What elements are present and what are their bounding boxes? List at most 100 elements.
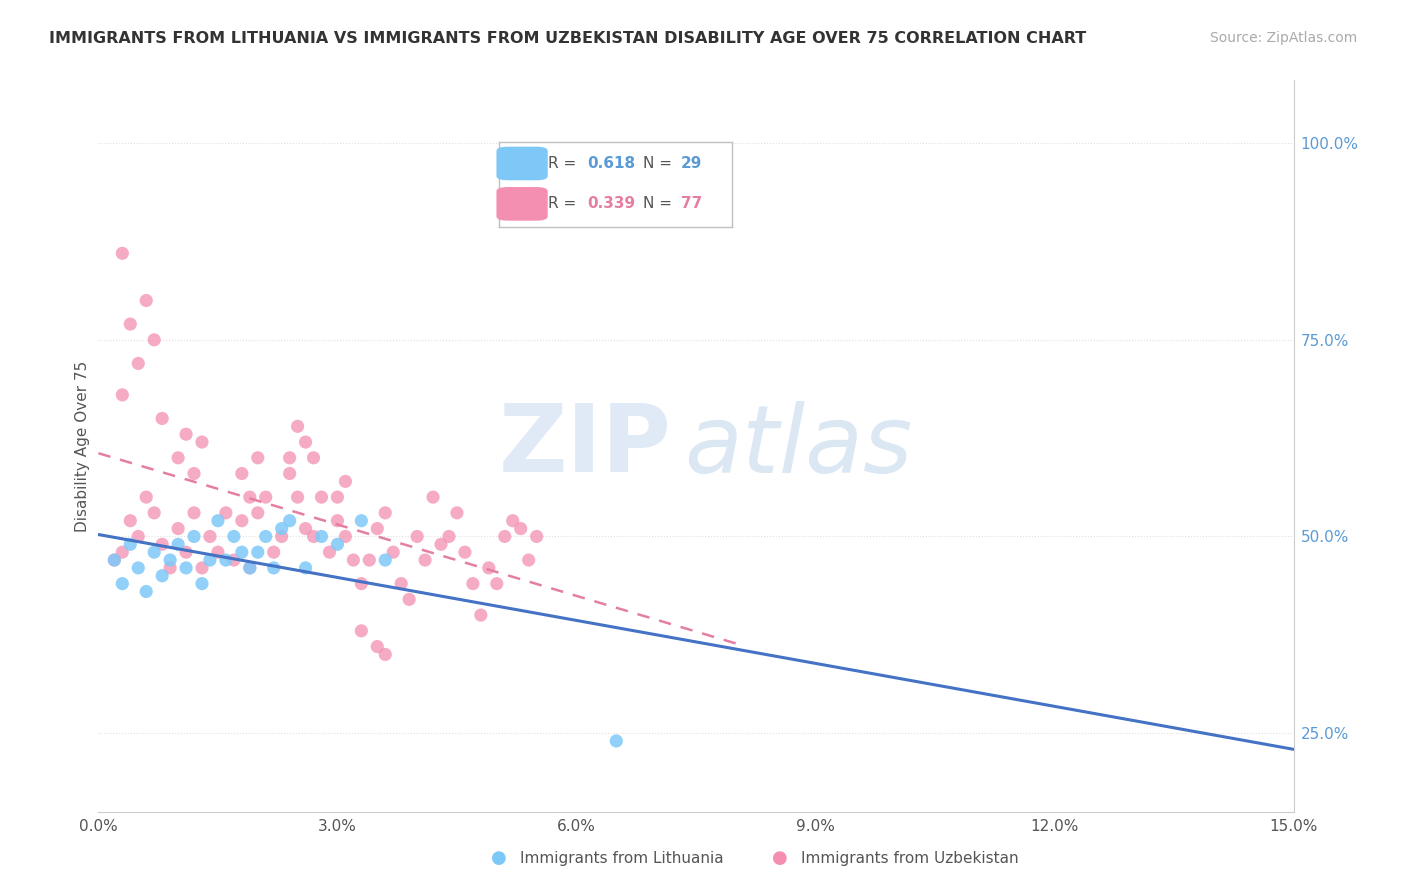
Point xyxy=(302,529,325,543)
Point xyxy=(191,561,214,575)
Text: Immigrants from Uzbekistan: Immigrants from Uzbekistan xyxy=(801,851,1019,865)
Point xyxy=(143,333,166,347)
Point xyxy=(103,553,125,567)
Point xyxy=(470,608,492,623)
Point xyxy=(135,293,157,308)
Point xyxy=(207,514,229,528)
Y-axis label: Disability Age Over 75: Disability Age Over 75 xyxy=(75,360,90,532)
Point xyxy=(127,529,149,543)
Point xyxy=(246,545,269,559)
Point xyxy=(350,576,373,591)
Point xyxy=(294,561,316,575)
Point xyxy=(231,467,253,481)
Point xyxy=(191,435,214,450)
Point xyxy=(231,514,253,528)
Point xyxy=(191,576,214,591)
Point xyxy=(167,537,190,551)
Point xyxy=(326,514,349,528)
Point xyxy=(111,576,134,591)
Point xyxy=(231,545,253,559)
Point xyxy=(374,553,396,567)
Point xyxy=(318,545,340,559)
Point xyxy=(302,450,325,465)
Point xyxy=(382,545,405,559)
Point xyxy=(430,537,453,551)
Point xyxy=(278,467,301,481)
Point xyxy=(263,545,285,559)
Point xyxy=(174,561,197,575)
Point xyxy=(254,529,277,543)
Text: Source: ZipAtlas.com: Source: ZipAtlas.com xyxy=(1209,31,1357,45)
Point xyxy=(437,529,460,543)
Point xyxy=(215,506,238,520)
Point xyxy=(174,545,197,559)
Point xyxy=(374,506,396,520)
Point xyxy=(509,522,531,536)
Text: IMMIGRANTS FROM LITHUANIA VS IMMIGRANTS FROM UZBEKISTAN DISABILITY AGE OVER 75 C: IMMIGRANTS FROM LITHUANIA VS IMMIGRANTS … xyxy=(49,31,1087,46)
Point xyxy=(159,553,181,567)
Point xyxy=(350,514,373,528)
Point xyxy=(254,490,277,504)
Point xyxy=(222,529,245,543)
Point xyxy=(120,514,142,528)
Point xyxy=(143,506,166,520)
Point xyxy=(350,624,373,638)
Point xyxy=(111,388,134,402)
Point xyxy=(246,506,269,520)
Point xyxy=(111,545,134,559)
Point xyxy=(143,545,166,559)
Point xyxy=(239,561,262,575)
Point xyxy=(422,490,444,504)
Point xyxy=(198,553,221,567)
Point xyxy=(239,490,262,504)
Point xyxy=(366,522,388,536)
Point xyxy=(413,553,436,567)
Point xyxy=(605,734,627,748)
Point xyxy=(278,450,301,465)
Point xyxy=(311,490,333,504)
Point xyxy=(287,419,309,434)
Point xyxy=(335,529,357,543)
Point xyxy=(494,529,516,543)
Point xyxy=(526,529,548,543)
Point xyxy=(127,356,149,370)
Point xyxy=(167,450,190,465)
Point xyxy=(359,553,381,567)
Point xyxy=(294,522,316,536)
Point xyxy=(174,427,197,442)
Text: atlas: atlas xyxy=(685,401,912,491)
Point xyxy=(335,475,357,489)
Point xyxy=(150,568,173,582)
Point xyxy=(326,490,349,504)
Point xyxy=(406,529,429,543)
Point xyxy=(198,529,221,543)
Point xyxy=(270,529,292,543)
Point xyxy=(239,561,262,575)
Point xyxy=(120,317,142,331)
Point xyxy=(454,545,477,559)
Point xyxy=(150,411,173,425)
Point xyxy=(278,514,301,528)
Point xyxy=(374,648,396,662)
Point xyxy=(287,490,309,504)
Point xyxy=(246,450,269,465)
Point xyxy=(270,522,292,536)
Point xyxy=(135,490,157,504)
Text: ●: ● xyxy=(772,849,789,867)
Point xyxy=(183,467,205,481)
Point xyxy=(263,561,285,575)
Point xyxy=(389,576,412,591)
Text: ZIP: ZIP xyxy=(499,400,672,492)
Point xyxy=(366,640,388,654)
Point xyxy=(294,435,316,450)
Point xyxy=(103,553,125,567)
Point xyxy=(446,506,468,520)
Text: Immigrants from Lithuania: Immigrants from Lithuania xyxy=(520,851,724,865)
Point xyxy=(111,246,134,260)
Point xyxy=(215,553,238,567)
Point xyxy=(159,561,181,575)
Text: ●: ● xyxy=(491,849,508,867)
Point xyxy=(502,514,524,528)
Point xyxy=(222,553,245,567)
Point xyxy=(127,561,149,575)
